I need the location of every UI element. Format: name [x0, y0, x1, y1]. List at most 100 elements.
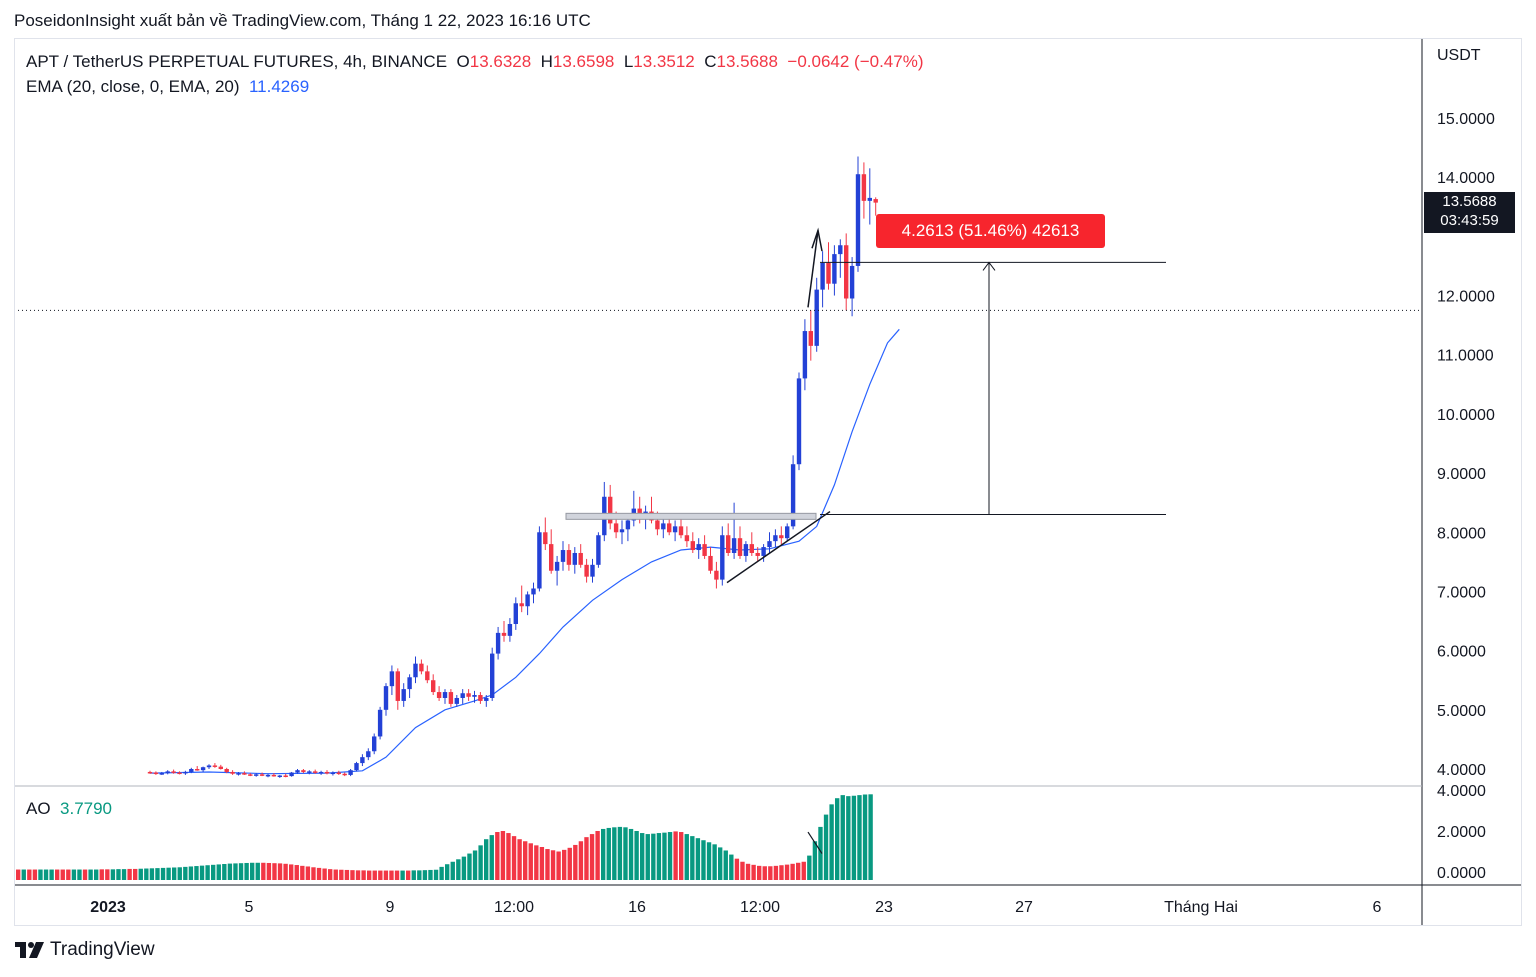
ao-bar [701, 840, 706, 880]
ao-bar [768, 866, 773, 880]
ao-bar [623, 827, 628, 880]
ao-bar [227, 863, 233, 880]
symbol-legend[interactable]: APT / TetherUS PERPETUAL FUTURES, 4h, BI… [26, 52, 924, 72]
ao-bar [851, 795, 857, 880]
ao-bar [105, 869, 110, 880]
candle-body [584, 564, 589, 577]
candle-body [590, 564, 595, 577]
resistance-zone [565, 512, 817, 520]
candle-body [183, 771, 188, 774]
candle-body [755, 552, 760, 556]
candle-body [206, 765, 212, 768]
candle-body [720, 535, 725, 580]
ao-bar [601, 828, 606, 880]
ao-bar [740, 861, 745, 880]
ema-legend[interactable]: EMA (20, close, 0, EMA, 20) 11.4269 [26, 77, 309, 97]
ao-bar [684, 834, 689, 880]
candle-body [661, 523, 666, 530]
ao-bar [322, 868, 327, 880]
candle-body [372, 736, 377, 752]
ao-bar [868, 794, 873, 880]
ao-bar [734, 858, 740, 880]
ao-bar [478, 845, 483, 880]
candle-body [672, 526, 678, 533]
ao-bar [472, 850, 478, 880]
ao-pane[interactable] [16, 794, 873, 880]
low-label: L [623, 52, 634, 71]
ao-bar [372, 870, 377, 880]
ao-bar [88, 869, 93, 880]
ema-label[interactable]: EMA (20, close, 0, EMA, 20) [26, 77, 240, 96]
candle-body [401, 689, 406, 701]
ao-tick-label: 4.0000 [1437, 783, 1486, 800]
ao-bar [534, 845, 539, 880]
ao-bar [194, 866, 199, 880]
close-label: C [704, 52, 717, 71]
ao-bar [461, 856, 467, 880]
ao-bar [796, 862, 801, 880]
ao-bar [433, 869, 439, 880]
candle-body [690, 541, 695, 551]
ao-bar [166, 867, 171, 880]
price-tick-label: 8.0000 [1437, 525, 1486, 542]
price-tick-label: 12.0000 [1437, 289, 1495, 306]
ao-bar [121, 869, 127, 880]
price-unit-label[interactable]: USDT [1437, 47, 1481, 64]
ao-bar [595, 831, 600, 880]
candle-body [383, 686, 389, 710]
candle-body [259, 774, 265, 776]
candle-body [820, 262, 825, 290]
ao-bar [32, 869, 38, 880]
ao-bar [77, 869, 82, 880]
candle-body [779, 535, 784, 539]
candle-body [271, 774, 277, 777]
ao-bar [305, 866, 311, 880]
ao-bar [528, 843, 533, 880]
ao-bar [495, 832, 500, 880]
ao-bar [389, 870, 394, 880]
time-tick-label: 9 [386, 899, 395, 916]
drawings[interactable] [14, 227, 1422, 854]
ao-bar [673, 831, 678, 880]
tradingview-brand[interactable]: TradingView [14, 939, 155, 961]
tradingview-logo-icon [15, 942, 44, 958]
candle-body [200, 767, 206, 771]
symbol-name[interactable]: APT / TetherUS PERPETUAL FUTURES, 4h, BI… [26, 52, 448, 71]
price-tick-label: 9.0000 [1437, 466, 1486, 483]
ao-label[interactable]: AO [26, 799, 51, 818]
ao-bar [283, 863, 288, 880]
candle-body [360, 757, 365, 764]
ao-bar [511, 836, 517, 880]
ao-bar [706, 842, 712, 880]
measure-arrowhead [982, 261, 996, 271]
ao-legend[interactable]: AO 3.7790 [26, 799, 112, 819]
candle-body [289, 772, 294, 777]
ao-bar [277, 863, 283, 880]
candle-body [307, 771, 312, 773]
ao-bar [82, 869, 88, 880]
candle-body [147, 771, 153, 774]
ao-tick-label: 2.0000 [1437, 824, 1486, 841]
candle-body [849, 265, 855, 299]
ao-bar [311, 867, 316, 880]
price-tick-label: 15.0000 [1437, 111, 1495, 128]
price-pane[interactable] [147, 156, 900, 778]
ao-bar [857, 795, 862, 880]
last-price-tag: 13.5688 03:43:59 [1424, 192, 1515, 233]
price-range-label[interactable]: 4.2613 (51.46%) 42613 [876, 214, 1105, 248]
candle-body [389, 671, 395, 687]
ao-bar [211, 864, 216, 880]
close-value: 13.5688 [716, 52, 778, 71]
ao-bar [222, 864, 227, 880]
ao-bar [66, 869, 71, 880]
time-tick-label: 12:00 [494, 899, 534, 916]
ao-bar [489, 835, 494, 880]
ao-bar [422, 870, 428, 880]
ao-bar [244, 862, 249, 880]
candle-body [265, 774, 271, 777]
candle-body [230, 771, 235, 774]
candle-body [218, 766, 223, 769]
candle-body [838, 245, 843, 255]
ao-bar [344, 869, 350, 880]
